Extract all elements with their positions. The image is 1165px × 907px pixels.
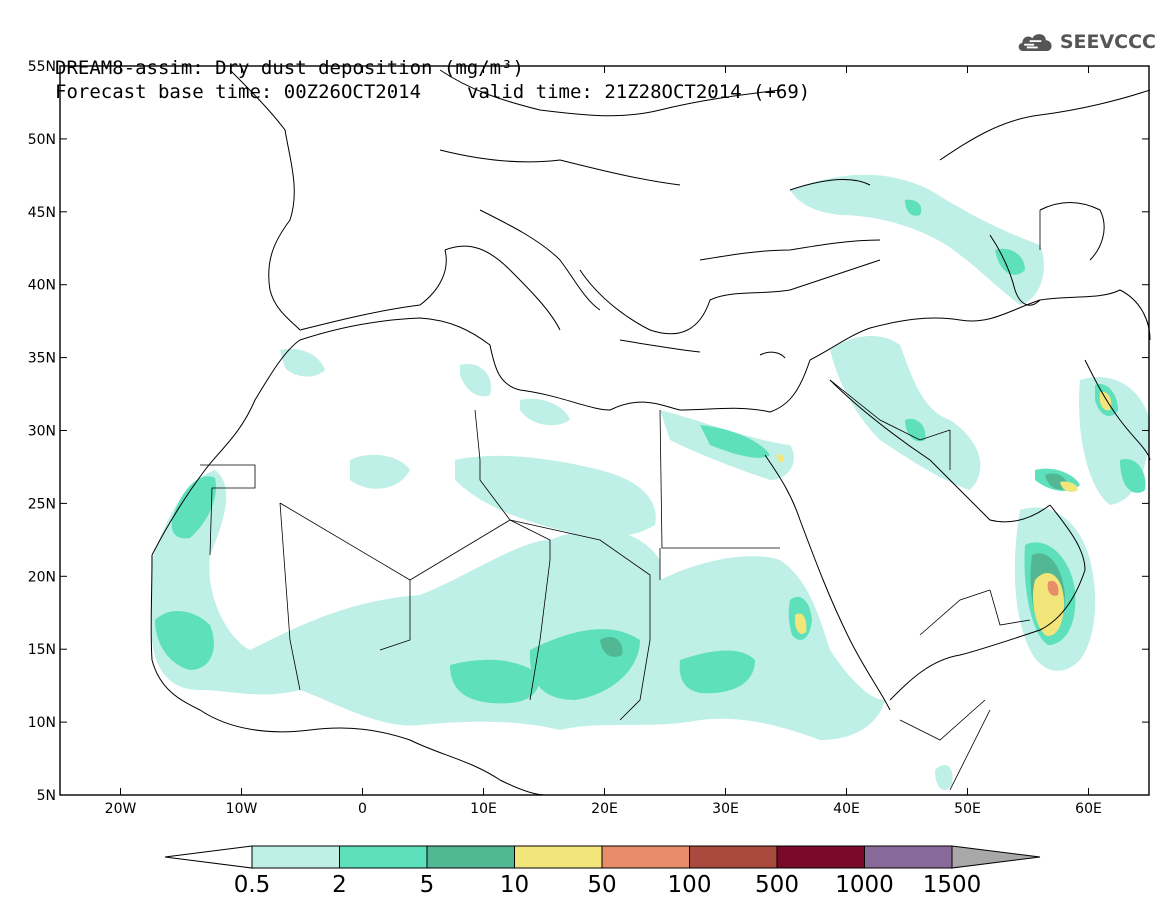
title-line: DREAM8-assim: Dry dust deposition (mg/m³… — [55, 57, 524, 79]
x-tick-label: 40E — [833, 801, 860, 817]
valid-time-label: valid time: 21Z28OCT2014 (+69) — [467, 81, 811, 103]
logo-text: SEEVCCC — [1059, 31, 1156, 53]
y-tick-label: 50N — [28, 132, 56, 148]
coastlines-borders — [150, 69, 1151, 796]
x-tick-label: 20W — [105, 801, 137, 817]
y-tick-label: 55N — [28, 59, 56, 75]
y-tick-label: 45N — [28, 205, 56, 221]
x-tick-label: 10W — [226, 801, 258, 817]
x-tick-label: 10E — [470, 801, 497, 817]
y-axis-ticks: 55N 50N 45N 40N 35N 30N 25N 20N 15N 10N 5N — [28, 59, 1149, 804]
colorbar-low-arrow — [164, 845, 253, 869]
colorbar-segment — [339, 845, 428, 869]
y-tick-label: 15N — [28, 642, 56, 658]
colorbar-label: 500 — [755, 872, 799, 898]
colorbar-label: 1000 — [835, 872, 894, 898]
x-tick-label: 60E — [1075, 801, 1102, 817]
deposition-yellow-areas — [776, 391, 1112, 636]
colorbar-label: 50 — [587, 872, 616, 898]
colorbar-label: 5 — [420, 872, 435, 898]
colorbar-segment — [864, 845, 953, 869]
y-tick-label: 30N — [28, 424, 56, 440]
colorbar-high-arrow — [951, 845, 1041, 869]
x-tick-label: 30E — [712, 801, 739, 817]
y-tick-label: 40N — [28, 278, 56, 294]
x-tick-label: 0 — [358, 801, 367, 817]
colorbar-segment — [776, 845, 865, 869]
colorbar-segment — [426, 845, 515, 869]
base-time-label: Forecast base time: 00Z26OCT2014 — [55, 81, 422, 103]
x-tick-label: 50E — [954, 801, 981, 817]
y-tick-label: 5N — [37, 788, 56, 804]
cloud-logo-icon — [1018, 34, 1052, 52]
y-tick-label: 10N — [28, 715, 56, 731]
colorbar-label: 100 — [668, 872, 712, 898]
deposition-orange-areas — [1047, 580, 1059, 596]
colorbar-segment — [251, 845, 340, 869]
x-axis-ticks: 20W 10W 0 10E 20E 30E 40E 50E 60E — [105, 66, 1102, 817]
country-borders — [200, 210, 1041, 791]
y-tick-label: 25N — [28, 496, 56, 512]
seevccc-logo: SEEVCCC — [1016, 24, 1156, 60]
colorbar-segment — [689, 845, 778, 869]
colorbar-label: 0.5 — [234, 872, 271, 898]
colorbar-label: 10 — [500, 872, 529, 898]
deposition-light-areas — [152, 174, 1150, 790]
y-tick-label: 35N — [28, 351, 56, 367]
colorbar-label: 2 — [332, 872, 347, 898]
colorbar-segment — [601, 845, 690, 869]
x-tick-label: 20E — [591, 801, 618, 817]
y-tick-label: 20N — [28, 569, 56, 585]
map-title: DREAM8-assim: Dry dust deposition (mg/m³… — [55, 8, 810, 128]
colorbar-label: 1500 — [923, 872, 982, 898]
colorbar-segment — [514, 845, 603, 869]
colorbar: 0.5 2 5 10 50 100 500 1000 1500 — [164, 845, 1041, 898]
